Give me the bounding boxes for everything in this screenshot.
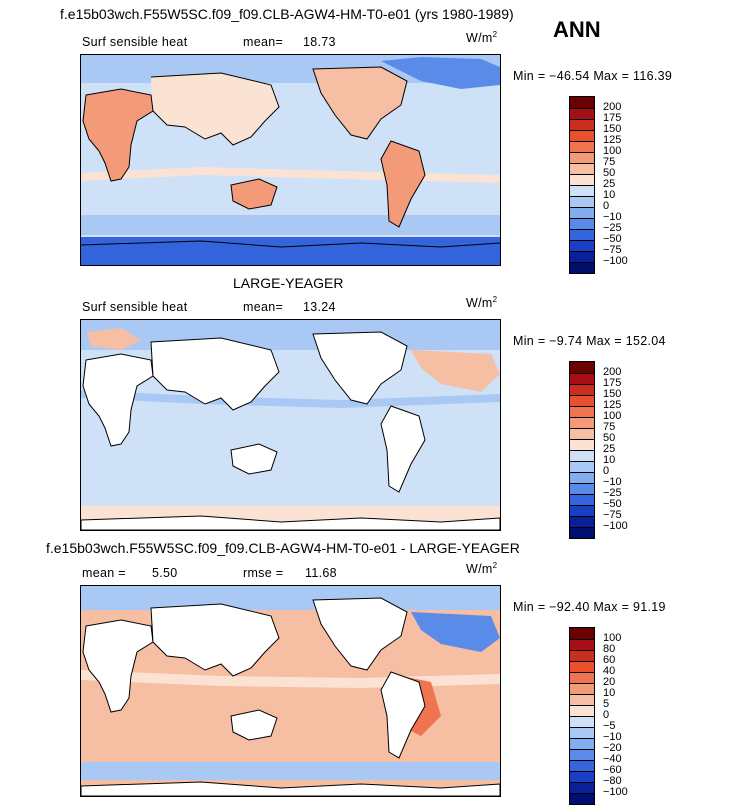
panel2-tick: 175 (603, 377, 622, 389)
panel2-tick: −75 (603, 509, 622, 521)
panel1-tick: 200 (603, 101, 622, 113)
panel1-asia (151, 73, 279, 145)
panel2-colorbar (569, 361, 595, 539)
panel3-tick: −40 (603, 753, 622, 765)
panel1-south-america (381, 141, 425, 227)
panel1-mean-label: mean= (243, 35, 284, 49)
panel1-minmax: Min = −46.54 Max = 116.39 (513, 69, 673, 83)
panel3-north-band (81, 586, 500, 610)
panel2-tick: 150 (603, 388, 622, 400)
panel1-tick: 25 (603, 178, 616, 190)
panel2-minmax: Min = −9.74 Max = 152.04 (513, 334, 666, 348)
panel2-tick: −25 (603, 487, 622, 499)
panel1-tick: −25 (603, 222, 622, 234)
panel1-africa-europe (83, 89, 153, 181)
panel2-map (80, 319, 501, 531)
panel1-north-america (313, 67, 407, 139)
panel2-tropical-band (81, 390, 500, 408)
panel1-tick: 75 (603, 156, 616, 168)
panel3-tick: 5 (603, 698, 610, 710)
panel1-map (80, 54, 501, 266)
panel1-tick: 175 (603, 112, 622, 124)
panel3-tick: −80 (603, 775, 622, 787)
panel1-tick: 0 (603, 200, 610, 212)
panel3-tick: 0 (603, 709, 610, 721)
panel2-mean-label: mean= (243, 300, 284, 314)
panel1-antarctic-band (81, 237, 500, 265)
panel1-tick: 100 (603, 145, 622, 157)
panel3-minmax: Min = −92.40 Max = 91.19 (513, 600, 666, 614)
panel1-tick: 10 (603, 189, 616, 201)
panel2-tick: −50 (603, 498, 622, 510)
panel3-tick: 40 (603, 665, 616, 677)
panel1-tick: −75 (603, 244, 622, 256)
panel2-tick: 0 (603, 465, 610, 477)
panel3-north-atlantic-cold (411, 612, 500, 652)
panel3-rmse-value: 11.68 (305, 566, 337, 580)
panel2-tick: 10 (603, 454, 616, 466)
panel3-tick: −100 (603, 786, 628, 798)
panel3-tick: −20 (603, 742, 622, 754)
panel2-tick: 75 (603, 421, 616, 433)
panel3-mean-label: mean = (82, 566, 126, 580)
panel3-units: W/m2 (466, 561, 498, 577)
panel1-tick: −50 (603, 233, 622, 245)
panel2-north-band (81, 320, 500, 350)
panel2-title: LARGE-YEAGER (233, 275, 344, 291)
panel2-tick: 25 (603, 443, 616, 455)
panel2-units: W/m2 (466, 295, 498, 311)
panel2-tick: −100 (603, 520, 628, 532)
panel2-tick: 200 (603, 366, 622, 378)
panel1-tick: −10 (603, 211, 622, 223)
panel1-mean-value: 18.73 (303, 35, 336, 49)
panel3-title: f.e15b03wch.F55W5SC.f09_f09.CLB-AGW4-HM-… (46, 540, 520, 556)
panel2-tick: 100 (603, 410, 622, 422)
panel3-tick: 10 (603, 687, 616, 699)
panel3-tick: −5 (603, 720, 616, 732)
panel2-tick: 50 (603, 432, 616, 444)
panel1-tick: 125 (603, 134, 622, 146)
panel3-southern-cool (81, 762, 500, 780)
panel1-australia (231, 179, 277, 209)
panel2-mean-value: 13.24 (303, 300, 336, 314)
panel2-variable: Surf sensible heat (82, 300, 188, 314)
panel1-units: W/m2 (466, 30, 498, 46)
panel3-colorbar (569, 627, 595, 805)
panel2-tick: 125 (603, 399, 622, 411)
figure-title: f.e15b03wch.F55W5SC.f09_f09.CLB-AGW4-HM-… (60, 6, 514, 22)
panel1-tick: 50 (603, 167, 616, 179)
panel2-tick: −10 (603, 476, 622, 488)
panel3-tick: 80 (603, 643, 616, 655)
panel1-greenland-cold (381, 57, 500, 89)
panel3-tick: −10 (603, 731, 622, 743)
panel1-southern-ocean (81, 215, 500, 235)
panel3-mean-value: 5.50 (152, 566, 178, 580)
panel3-tick: 60 (603, 654, 616, 666)
panel1-tick: −100 (603, 255, 628, 267)
panel1-colorbar (569, 96, 595, 274)
panel2-gulfstream-warm (411, 350, 500, 392)
panel2-nordic-warm (87, 328, 141, 350)
panel3-rmse-label: rmse = (243, 566, 284, 580)
panel1-variable: Surf sensible heat (82, 35, 188, 49)
panel3-tick: 20 (603, 676, 616, 688)
panel1-tick: 150 (603, 123, 622, 135)
panel3-map (80, 585, 501, 797)
panel3-tick: −60 (603, 764, 622, 776)
panel3-tick: 100 (603, 632, 622, 644)
season-label: ANN (553, 17, 601, 42)
